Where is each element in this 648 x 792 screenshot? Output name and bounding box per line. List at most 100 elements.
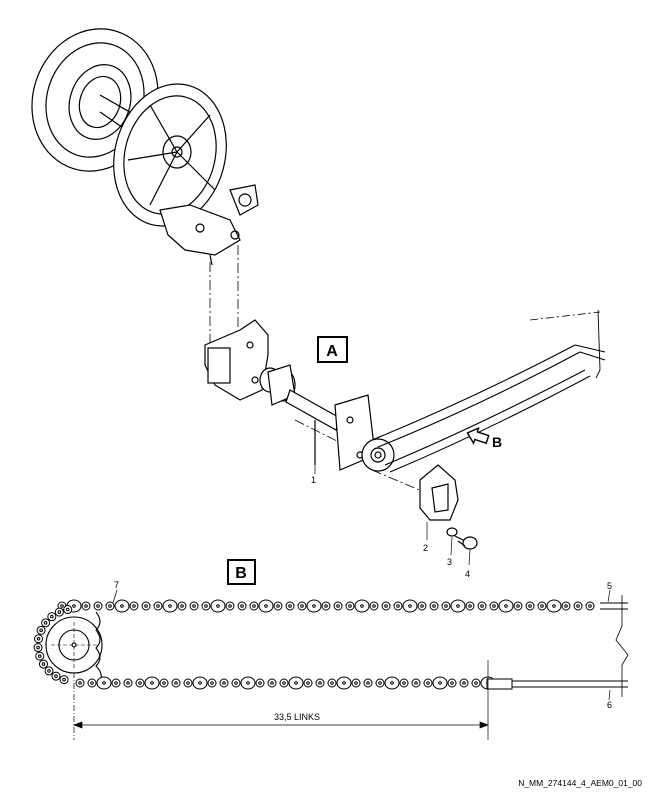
- bottom-callout-leaders: [112, 589, 611, 701]
- chain-pin: [102, 681, 106, 685]
- chain-pin: [276, 604, 280, 608]
- chain-pin: [36, 645, 40, 650]
- chain-pin: [168, 604, 172, 608]
- chain-pin: [342, 681, 346, 685]
- chain-run-upper: [57, 599, 595, 613]
- view-b-label: B: [235, 565, 247, 582]
- chain-pin: [186, 681, 190, 685]
- chain-pin: [552, 604, 556, 608]
- chain-pin: [60, 604, 64, 608]
- callout-2: 2: [423, 543, 428, 553]
- chain-pin: [348, 604, 352, 608]
- chain-pin: [444, 604, 448, 608]
- chain-pin: [144, 604, 148, 608]
- chain-pin: [37, 654, 42, 658]
- chain-pin: [246, 681, 250, 685]
- chain-pin: [390, 681, 394, 685]
- chain-pin: [528, 604, 532, 608]
- chain-pin: [228, 604, 232, 608]
- chain-pin: [198, 681, 202, 685]
- chain-pin: [36, 636, 41, 641]
- chain-pin: [504, 604, 508, 608]
- chain-pin: [480, 604, 484, 608]
- view-b-arrow-label: B: [492, 434, 502, 450]
- chain-pin: [108, 604, 112, 608]
- chain-pin: [324, 604, 328, 608]
- dimension-label: 33,5 LINKS: [274, 712, 320, 722]
- chain-pin: [78, 681, 82, 685]
- chain-pin: [312, 604, 316, 608]
- chain-pin: [336, 604, 340, 608]
- chain-pin: [462, 681, 466, 685]
- figure-reference-code: N_MM_274144_4_AEM0_01_00: [518, 778, 642, 788]
- chain-pin: [420, 604, 424, 608]
- chain-pin: [372, 604, 376, 608]
- bolt: [454, 535, 478, 550]
- washer: [446, 527, 458, 537]
- chain-pin: [288, 604, 292, 608]
- chain-run-lower: [75, 676, 496, 690]
- chain-pin: [300, 604, 304, 608]
- chain-pin: [408, 604, 412, 608]
- view-a-box: A: [317, 336, 348, 363]
- chain-pin: [39, 628, 43, 633]
- chain-pin: [47, 669, 51, 673]
- chain-pin: [72, 604, 76, 608]
- chain-pin: [222, 681, 226, 685]
- chain-pin: [270, 681, 274, 685]
- chain-pin: [210, 681, 214, 685]
- chain-pin: [240, 604, 244, 608]
- chain-pin: [234, 681, 238, 685]
- view-b-arrow: B: [466, 426, 502, 450]
- chain-pin: [396, 604, 400, 608]
- chain-pin: [282, 681, 286, 685]
- view-a-label: A: [326, 343, 338, 360]
- chain-pin: [204, 604, 208, 608]
- chain-guard: [419, 464, 459, 521]
- chain-pin: [588, 604, 592, 608]
- chain-pin: [174, 681, 178, 685]
- cable-ends: [486, 595, 629, 697]
- chain-pin: [432, 604, 436, 608]
- cable-guide-right: [529, 309, 606, 379]
- chain-pin: [150, 681, 154, 685]
- chain-pin: [62, 677, 66, 682]
- chain-pin: [468, 604, 472, 608]
- callout-5: 5: [607, 581, 612, 591]
- chain-pin: [456, 604, 460, 608]
- chain-pin: [576, 604, 580, 608]
- chain-pin: [126, 681, 130, 685]
- callout-7: 7: [114, 580, 119, 590]
- view-b-box: B: [227, 559, 256, 585]
- chain-pin: [54, 674, 58, 678]
- gearbox: [204, 319, 296, 406]
- chain-pin: [360, 604, 364, 608]
- chain-pin: [540, 604, 544, 608]
- chain-pin: [516, 604, 520, 608]
- chain-pin: [57, 610, 62, 614]
- chain-pin: [252, 604, 256, 608]
- chain-pin: [216, 604, 220, 608]
- cable-drum-assembly: [31, 28, 259, 266]
- chain-pin: [156, 604, 160, 608]
- chain-pin: [354, 681, 358, 685]
- chain-pin: [474, 681, 478, 685]
- callout-3: 3: [447, 557, 452, 567]
- chain-pin: [414, 681, 418, 685]
- chain-pin: [180, 604, 184, 608]
- chain-pin: [366, 681, 370, 685]
- chain-pin: [492, 604, 496, 608]
- chain-pin: [318, 681, 322, 685]
- chain-pin: [294, 681, 298, 685]
- drive-chain-upper: [371, 344, 591, 473]
- sprocket: [361, 438, 395, 472]
- chain-pin: [402, 681, 406, 685]
- chain-loop-sprocket: [45, 611, 103, 683]
- chain-pin: [114, 681, 118, 685]
- callout-6: 6: [607, 700, 612, 710]
- chain-pin: [258, 681, 262, 685]
- chain-pin: [84, 604, 88, 608]
- chain-pin: [306, 681, 310, 685]
- chain-pin: [132, 604, 136, 608]
- chain-pin: [450, 681, 454, 685]
